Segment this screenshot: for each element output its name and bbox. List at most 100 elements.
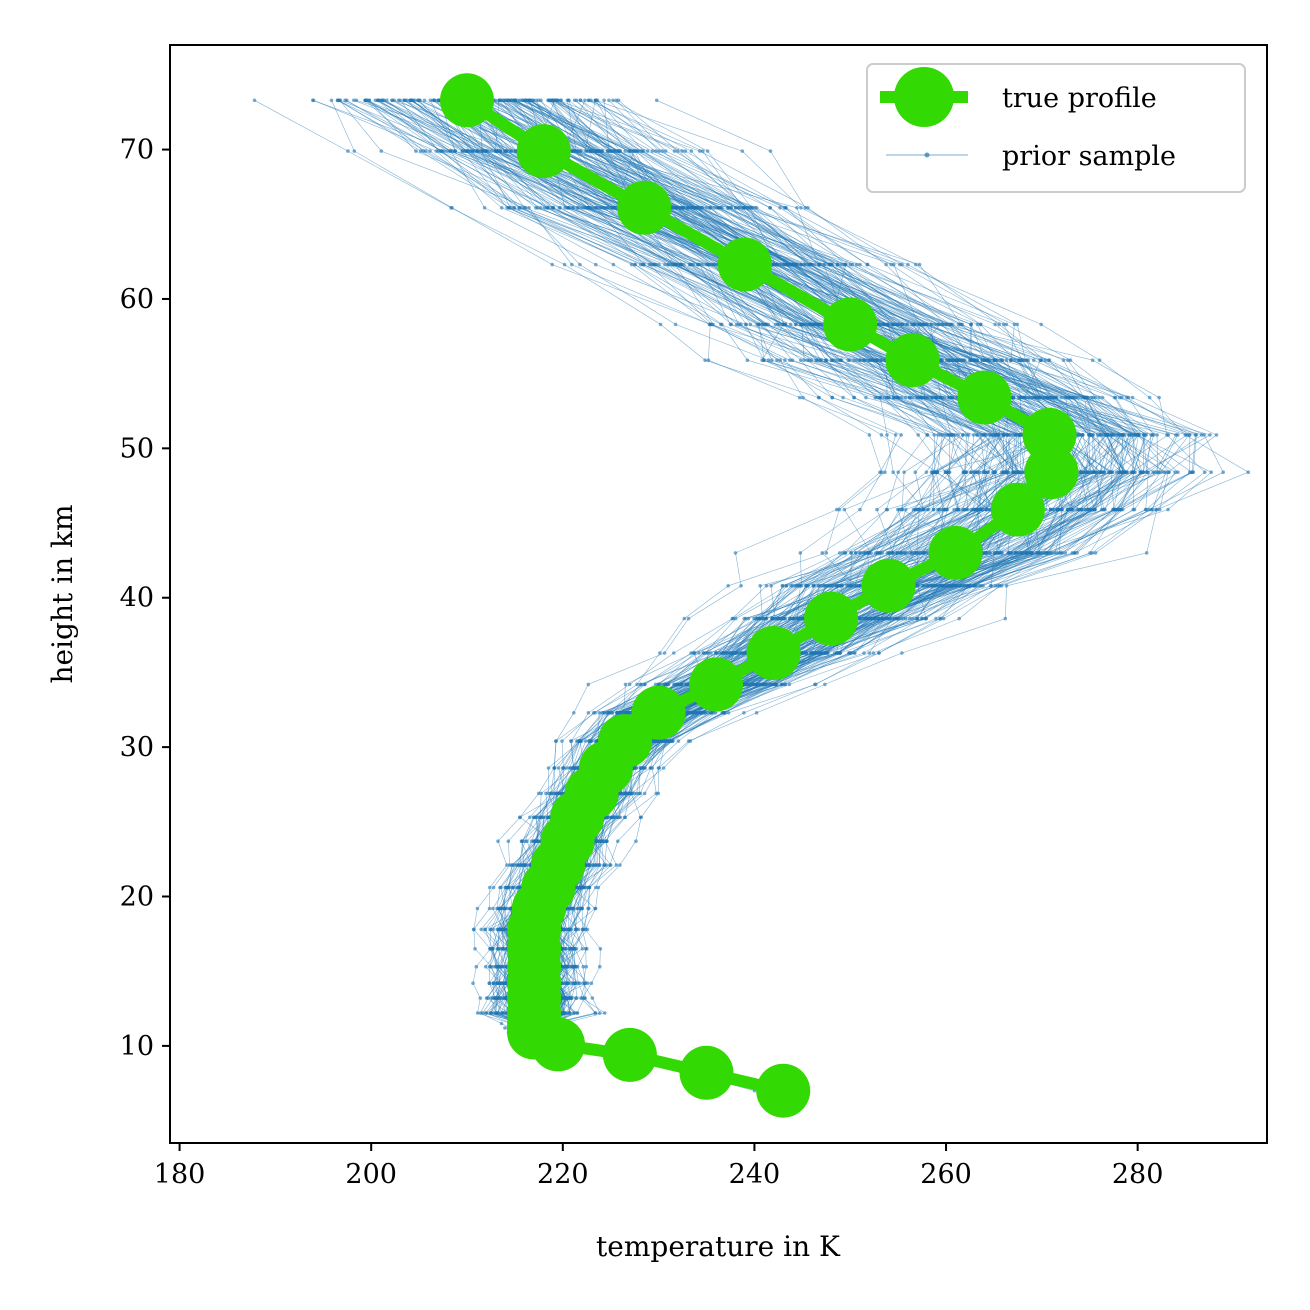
- prior-sample-point: [487, 906, 492, 911]
- prior-sample-point: [611, 262, 616, 267]
- prior-sample-point: [697, 651, 701, 655]
- prior-sample-point: [570, 262, 574, 267]
- prior-sample-point: [720, 322, 724, 327]
- prior-sample-point: [536, 791, 541, 796]
- prior-sample-point: [1155, 507, 1159, 512]
- prior-sample-point: [837, 551, 842, 555]
- prior-sample-point: [552, 791, 556, 796]
- prior-sample-point: [913, 470, 918, 475]
- prior-sample-point: [879, 433, 884, 437]
- prior-sample-point: [554, 739, 558, 743]
- prior-sample-point: [546, 766, 551, 770]
- prior-sample-point: [795, 206, 799, 210]
- prior-sample-point: [1176, 470, 1180, 475]
- prior-sample-point: [444, 149, 449, 153]
- prior-sample-point: [896, 470, 900, 475]
- prior-sample-point: [638, 682, 642, 687]
- prior-sample-point: [676, 739, 681, 743]
- prior-sample-point: [656, 682, 661, 687]
- prior-sample-point: [830, 395, 834, 400]
- prior-sample-point: [603, 1011, 607, 1015]
- prior-sample-point: [633, 262, 637, 267]
- prior-sample-point: [586, 711, 591, 715]
- prior-sample-point: [424, 149, 428, 153]
- prior-sample-point: [773, 322, 778, 327]
- prior-sample-point: [900, 507, 904, 512]
- prior-sample-point: [578, 262, 582, 267]
- prior-sample-point: [352, 98, 356, 103]
- prior-sample-point: [680, 149, 684, 153]
- prior-sample-point: [480, 1011, 485, 1015]
- prior-sample-point: [926, 507, 931, 512]
- prior-sample-point: [1004, 433, 1009, 437]
- prior-sample-point: [766, 358, 771, 363]
- prior-sample-point: [601, 863, 606, 867]
- prior-sample-point: [849, 551, 854, 555]
- prior-sample-point: [686, 616, 691, 621]
- prior-sample-point: [884, 262, 888, 267]
- prior-sample-point: [940, 433, 945, 437]
- prior-sample-point: [867, 433, 872, 437]
- prior-sample-point: [575, 1011, 580, 1015]
- prior-sample-point: [617, 815, 621, 820]
- prior-sample-point: [478, 996, 483, 1000]
- prior-sample-point: [600, 711, 604, 715]
- prior-sample-point: [784, 584, 789, 588]
- prior-sample-point: [960, 322, 965, 327]
- prior-sample-point: [598, 964, 602, 969]
- prior-sample-point: [864, 395, 868, 400]
- prior-sample-point: [868, 358, 873, 363]
- prior-sample-point: [1063, 551, 1068, 555]
- prior-sample-point: [483, 964, 488, 969]
- prior-sample-point: [1130, 395, 1135, 400]
- prior-sample-point: [586, 981, 590, 985]
- prior-sample-point: [682, 262, 686, 267]
- prior-sample-point: [1165, 433, 1169, 437]
- prior-sample-point: [252, 98, 257, 103]
- prior-sample-point: [562, 766, 566, 770]
- prior-sample-point: [823, 682, 827, 687]
- prior-sample-point: [683, 149, 688, 153]
- prior-sample-point: [662, 651, 667, 655]
- prior-sample-point: [961, 433, 965, 437]
- prior-sample-point: [488, 1011, 493, 1015]
- prior-sample-point: [883, 470, 887, 475]
- prior-sample-point: [793, 322, 798, 327]
- prior-sample-point: [705, 651, 710, 655]
- prior-sample-point: [595, 206, 599, 210]
- prior-sample-point: [572, 1011, 576, 1015]
- prior-sample-point: [539, 98, 543, 103]
- prior-sample-point: [780, 584, 785, 588]
- prior-sample-point: [947, 470, 951, 475]
- prior-sample-point: [797, 395, 802, 400]
- prior-sample-point: [823, 262, 827, 267]
- prior-sample-point: [635, 682, 639, 687]
- prior-sample-point: [1145, 470, 1149, 475]
- prior-sample-point: [560, 739, 564, 743]
- prior-sample-point: [941, 616, 946, 621]
- prior-sample-point: [509, 863, 514, 867]
- prior-sample-point: [1097, 358, 1102, 363]
- prior-sample-point: [768, 149, 773, 153]
- prior-sample-point: [917, 262, 922, 267]
- prior-sample-point: [479, 927, 484, 932]
- prior-sample-point: [495, 947, 500, 951]
- prior-sample-point: [943, 433, 947, 437]
- prior-sample-point: [549, 791, 553, 796]
- prior-sample-point: [733, 551, 738, 555]
- prior-sample-point: [546, 791, 551, 796]
- prior-sample-point: [594, 885, 598, 890]
- prior-sample-point: [623, 682, 628, 687]
- prior-sample-point: [769, 584, 773, 588]
- prior-sample-point: [512, 863, 516, 867]
- prior-sample-point: [488, 947, 492, 951]
- prior-sample-point: [518, 815, 522, 820]
- prior-sample-point: [698, 149, 702, 153]
- prior-sample-point: [642, 791, 647, 796]
- prior-sample-point: [1091, 433, 1095, 437]
- prior-sample-point: [474, 964, 479, 969]
- prior-sample-point: [654, 98, 659, 103]
- prior-sample-point: [756, 322, 761, 327]
- prior-sample-point: [638, 149, 643, 153]
- prior-sample-point: [936, 433, 940, 437]
